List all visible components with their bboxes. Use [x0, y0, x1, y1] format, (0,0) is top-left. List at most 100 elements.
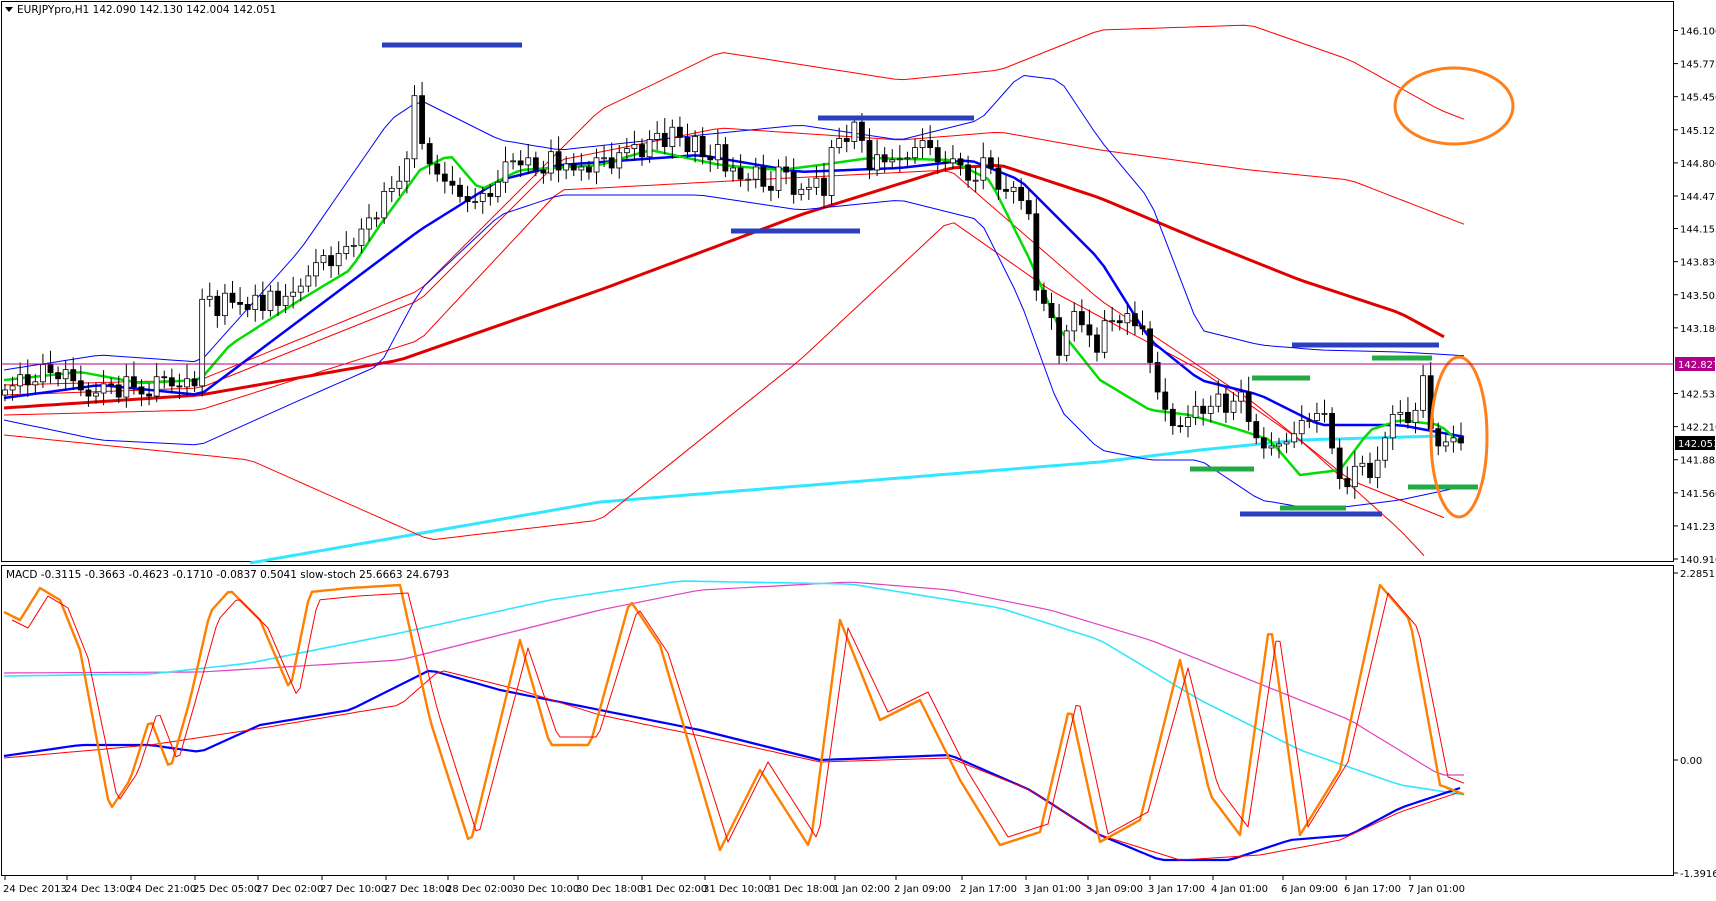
price-tick-label: 142.535 — [1680, 390, 1716, 401]
time-tick-label: 3 Jan 17:00 — [1148, 884, 1205, 895]
candle-body — [350, 244, 357, 247]
candle-body — [1071, 311, 1078, 332]
candle-body — [115, 384, 122, 398]
sub-axis: 2.2851 0.00 -1.3916 — [1674, 569, 1716, 880]
candle-body — [24, 374, 31, 386]
candle-body — [1192, 405, 1199, 418]
candle-body — [684, 137, 691, 153]
candle-body — [1374, 459, 1381, 478]
candle-body — [153, 376, 160, 397]
candle-body — [1268, 445, 1275, 449]
candle-body — [1359, 462, 1366, 467]
candle-body — [1215, 393, 1222, 407]
candle-body — [1132, 313, 1138, 327]
candle-body — [131, 376, 137, 388]
candle-body — [639, 144, 645, 158]
sub-indicator-lines — [3, 580, 1465, 862]
candle-body — [282, 295, 289, 306]
candle-body — [593, 157, 600, 173]
candle-body — [692, 136, 698, 153]
candle-body — [1314, 412, 1320, 421]
candle-body — [775, 166, 782, 191]
candle-body — [328, 255, 334, 267]
candle-body — [1435, 428, 1442, 447]
candle-body — [419, 95, 425, 144]
candle-body — [457, 184, 463, 197]
candle-body — [896, 158, 903, 161]
time-tick-label: 24 Dec 13:00 — [65, 884, 132, 895]
highlight-ellipse-top[interactable] — [1393, 66, 1515, 146]
candle-body — [1147, 328, 1153, 363]
candle-body — [70, 369, 77, 382]
candle-body — [1177, 425, 1184, 428]
candle-body — [805, 186, 812, 190]
macd-cyan-line — [3, 580, 1465, 796]
candle-body — [100, 383, 107, 394]
candle-body — [677, 126, 683, 138]
svg-text:142.051: 142.051 — [1678, 439, 1716, 450]
candle-body — [55, 372, 61, 380]
candle-body — [237, 301, 243, 305]
candle-body — [714, 144, 721, 161]
candle-body — [1086, 324, 1093, 336]
time-tick-label: 24 Dec 21:00 — [129, 884, 196, 895]
candle-body — [646, 139, 653, 158]
candle-body — [927, 140, 934, 149]
candle-body — [1056, 317, 1062, 356]
price-tick-label: 145.450 — [1680, 93, 1716, 104]
price-tick-label: 143.505 — [1680, 291, 1716, 302]
candle-body — [563, 163, 570, 171]
highlight-ellipse-right[interactable] — [1429, 355, 1489, 519]
price-axis: 146.100 145.775 145.450 145.125 144.800 144.4… — [1674, 27, 1716, 566]
price-tick-label: 145.125 — [1680, 126, 1716, 137]
candle-body — [987, 157, 994, 169]
candle-body — [441, 173, 448, 182]
candle-body — [1291, 433, 1298, 443]
candle-body — [184, 378, 190, 388]
time-tick-label: 25 Dec 05:00 — [193, 884, 260, 895]
candle-body — [214, 295, 221, 317]
candle-body — [1200, 405, 1207, 414]
candle-body — [1450, 437, 1457, 443]
candle-body — [381, 190, 388, 219]
candle-body — [608, 157, 615, 169]
candle-body — [859, 121, 865, 141]
candle-body — [495, 181, 501, 197]
candle-body — [1124, 313, 1131, 324]
candle-body — [1041, 289, 1047, 304]
time-tick-label: 27 Dec 10:00 — [320, 884, 387, 895]
candle-body — [1382, 437, 1389, 461]
candle-body — [146, 393, 152, 397]
candle-body — [843, 138, 850, 142]
candle-body — [502, 161, 509, 183]
candle-body — [1245, 391, 1252, 422]
chart-menu-triangle-icon[interactable] — [5, 7, 13, 12]
candle-body — [1207, 405, 1214, 414]
candle-body — [62, 369, 69, 380]
time-tick-label: 30 Dec 18:00 — [576, 884, 643, 895]
candle-body — [1458, 437, 1464, 444]
candle-body — [40, 364, 46, 383]
candle-body — [1405, 411, 1411, 423]
candle-body — [305, 275, 312, 287]
candle-body — [828, 147, 835, 196]
time-tick-label: 7 Jan 01:00 — [1408, 884, 1465, 895]
time-tick-label: 6 Jan 17:00 — [1344, 884, 1401, 895]
candle-body — [358, 228, 365, 246]
candle-body — [1169, 408, 1176, 427]
candle-body — [123, 376, 130, 398]
candle-body — [411, 95, 418, 160]
candle-body — [730, 167, 736, 172]
time-tick-label: 27 Dec 02:00 — [256, 884, 323, 895]
candle-body — [965, 164, 971, 181]
price-tick-label: 144.800 — [1680, 159, 1716, 170]
sub-tick-label: 0.00 — [1680, 756, 1702, 767]
stoch-signal-line — [11, 592, 1465, 843]
candle-body — [229, 292, 236, 303]
candle-body — [881, 154, 888, 163]
candle-body — [449, 180, 456, 186]
candle-body — [2, 389, 8, 396]
candle-body — [168, 377, 175, 387]
